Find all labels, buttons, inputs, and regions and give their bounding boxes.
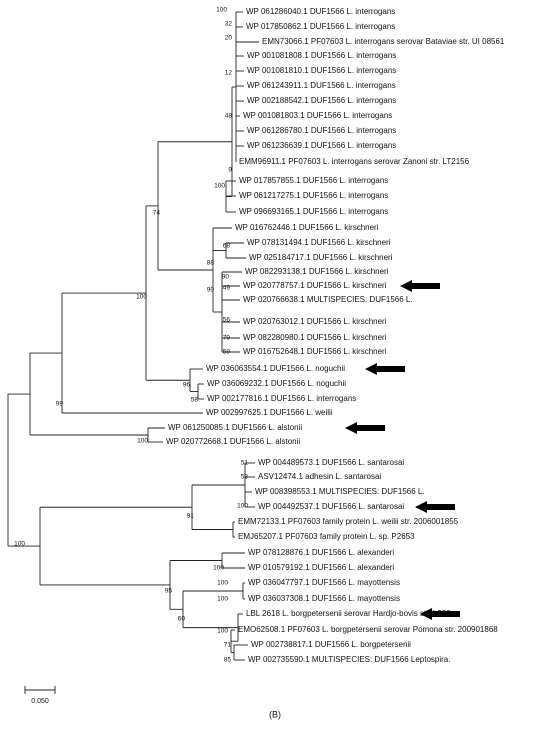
- bootstrap-value: 59: [223, 349, 231, 356]
- bootstrap-value: 32: [225, 21, 233, 28]
- leaf-label: WP 016752648.1 DUF1566 L. kirschneri: [243, 347, 387, 356]
- bootstrap-value: 100: [217, 580, 228, 587]
- leaf-label: EMN73066.1 PF07603 L. interrogans serova…: [262, 37, 505, 46]
- bootstrap-value: 85: [224, 657, 232, 664]
- bootstrap-value: 58: [191, 397, 199, 404]
- bootstrap-value: 96: [183, 382, 191, 389]
- leaf-label: WP 001081808.1 DUF1566 L. interrogans: [247, 51, 396, 60]
- leaf-label: WP 061286040.1 DUF1566 L. interrogans: [246, 7, 395, 16]
- bootstrap-value: 100: [216, 7, 227, 14]
- bootstrap-value: 9: [228, 167, 232, 174]
- arrow: [365, 363, 405, 375]
- bootstrap-value: 60: [178, 616, 186, 623]
- leaf-label: WP 036069232.1 DUF1566 L. noguchii: [207, 379, 346, 388]
- bootstrap-value: 53: [241, 474, 249, 481]
- leaf-label: WP 017850862.1 DUF1566 L. interrogans: [246, 22, 395, 31]
- arrow: [345, 422, 385, 434]
- bootstrap-value: 79: [223, 335, 231, 342]
- leaf-label: WP 002188542.1 DUF1566 L. interrogans: [247, 96, 396, 105]
- leaf-label: WP 025184717.1 DUF1566 L. kirschneri: [249, 253, 393, 262]
- bootstrap-value: 20: [225, 35, 233, 42]
- leaf-label: WP 008398553.1 MULTISPECIES: DUF1566 L.: [255, 487, 425, 496]
- bootstrap-value: 100: [137, 438, 148, 445]
- leaf-label: EMM96911.1 PF07603 L. interrogans serova…: [239, 157, 470, 166]
- leaf-label: WP 002738817.1 DUF1566 L. borgpetersenii: [251, 640, 411, 649]
- scale-bar-label: 0.050: [31, 698, 49, 705]
- leaf-label: WP 020766638.1 MULTISPECIES: DUF1566 L.: [243, 295, 413, 304]
- bootstrap-value: 88: [207, 260, 215, 267]
- leaf-label: EMM72133.1 PF07603 family protein L. wei…: [238, 517, 459, 526]
- panel-label: (B): [269, 709, 281, 719]
- leaf-label: WP 004492537.1 DUF1566 L. santarosai: [258, 502, 404, 511]
- bootstrap-value: 95: [165, 588, 173, 595]
- arrow: [400, 280, 440, 292]
- leaf-label: EMJ65207.1 PF07603 family protein L. sp.…: [238, 532, 415, 541]
- arrow: [420, 608, 460, 620]
- leaf-label: WP 004489573.1 DUF1566 L. santarosai: [258, 458, 404, 467]
- bootstrap-value: 90: [207, 287, 215, 294]
- leaf-label: WP 010579192.1 DUF1566 L. alexanderi: [248, 563, 394, 572]
- leaf-label: WP 078131494.1 DUF1566 L. kirschneri: [247, 238, 391, 247]
- leaf-label: WP 002997625.1 DUF1566 L. weilii: [206, 408, 333, 417]
- leaf-label: WP 061217275.1 DUF1566 L. interrogans: [239, 191, 388, 200]
- leaf-label: WP 020763012.1 DUF1566 L. kirschneri: [243, 317, 387, 326]
- tree-branches: [7, 11, 259, 661]
- leaf-label: WP 061250085.1 DUF1566 L. alstonii: [168, 423, 302, 432]
- leaf-label: WP 036047797.1 DUF1566 L. mayottensis: [248, 578, 400, 587]
- bootstrap-value: 100: [213, 565, 224, 572]
- bootstrap-value: 100: [217, 596, 228, 603]
- bootstrap-value: 68: [223, 243, 231, 250]
- leaf-label: WP 001081803.1 DUF1566 L. interrogans: [243, 111, 392, 120]
- leaf-label: WP 078128876.1 DUF1566 L. alexanderi: [248, 548, 394, 557]
- leaf-label: WP 036037308.1 DUF1566 L. mayottensis: [248, 594, 400, 603]
- leaf-label: LBL 2618 L. borgpetersenii serovar Hardj…: [246, 609, 451, 618]
- leaf-label: WP 001081810.1 DUF1566 L. interrogans: [247, 66, 396, 75]
- leaf-label: WP 020772668.1 DUF1566 L. alstonii: [166, 437, 300, 446]
- bootstrap-value: 51: [241, 460, 249, 467]
- bootstrap-value: 48: [225, 113, 233, 120]
- bootstrap-value: 100: [237, 503, 248, 510]
- bootstrap-value: 100: [217, 628, 228, 635]
- bootstrap-value: 56: [223, 317, 231, 324]
- leaf-label: WP 061286780.1 DUF1566 L. interrogans: [247, 126, 396, 135]
- leaf-label: ASV12474.1 adhesin L. santarosai: [258, 472, 381, 481]
- leaf-label: WP 082280980.1 DUF1566 L. kirschneri: [243, 333, 387, 342]
- bootstrap-value: 12: [225, 70, 233, 77]
- bootstrap-value: 100: [14, 541, 25, 548]
- leaf-label: WP 016762446.1 DUF1566 L. kirschneri: [235, 223, 379, 232]
- bootstrap-value: 71: [224, 642, 232, 649]
- leaf-label: WP 061236639.1 DUF1566 L. interrogans: [247, 141, 396, 150]
- leaf-label: WP 036063554.1 DUF1566 L. noguchii: [206, 364, 345, 373]
- leaf-label: EMO62508.1 PF07603 L. borgpetersenii ser…: [238, 625, 498, 634]
- bootstrap-value: 49: [223, 285, 231, 292]
- leaf-label: WP 002177816.1 DUF1566 L. interrogans: [207, 394, 356, 403]
- leaf-label: WP 017857855.1 DUF1566 L. interrogans: [239, 176, 388, 185]
- leaf-label: WP 096693165.1 DUF1566 L. interrogans: [239, 207, 388, 216]
- bootstrap-value: 74: [153, 210, 161, 217]
- bootstrap-value: 99: [56, 401, 64, 408]
- bootstrap-value: 100: [136, 294, 147, 301]
- leaf-label: WP 061243911.1 DUF1566 L. interrogans: [247, 81, 396, 90]
- leaf-label: WP 082293138.1 DUF1566 L. kirschneri: [245, 267, 389, 276]
- bootstrap-value: 90: [222, 274, 230, 281]
- leaf-label: WP 020778757.1 DUF1566 L. kirschneri: [243, 281, 387, 290]
- arrow: [415, 501, 455, 513]
- bootstrap-value: 100: [214, 183, 225, 190]
- bootstrap-value: 91: [187, 513, 195, 520]
- leaf-label: WP 002735590.1 MULTISPECIES: DUF1566 Lep…: [248, 655, 450, 664]
